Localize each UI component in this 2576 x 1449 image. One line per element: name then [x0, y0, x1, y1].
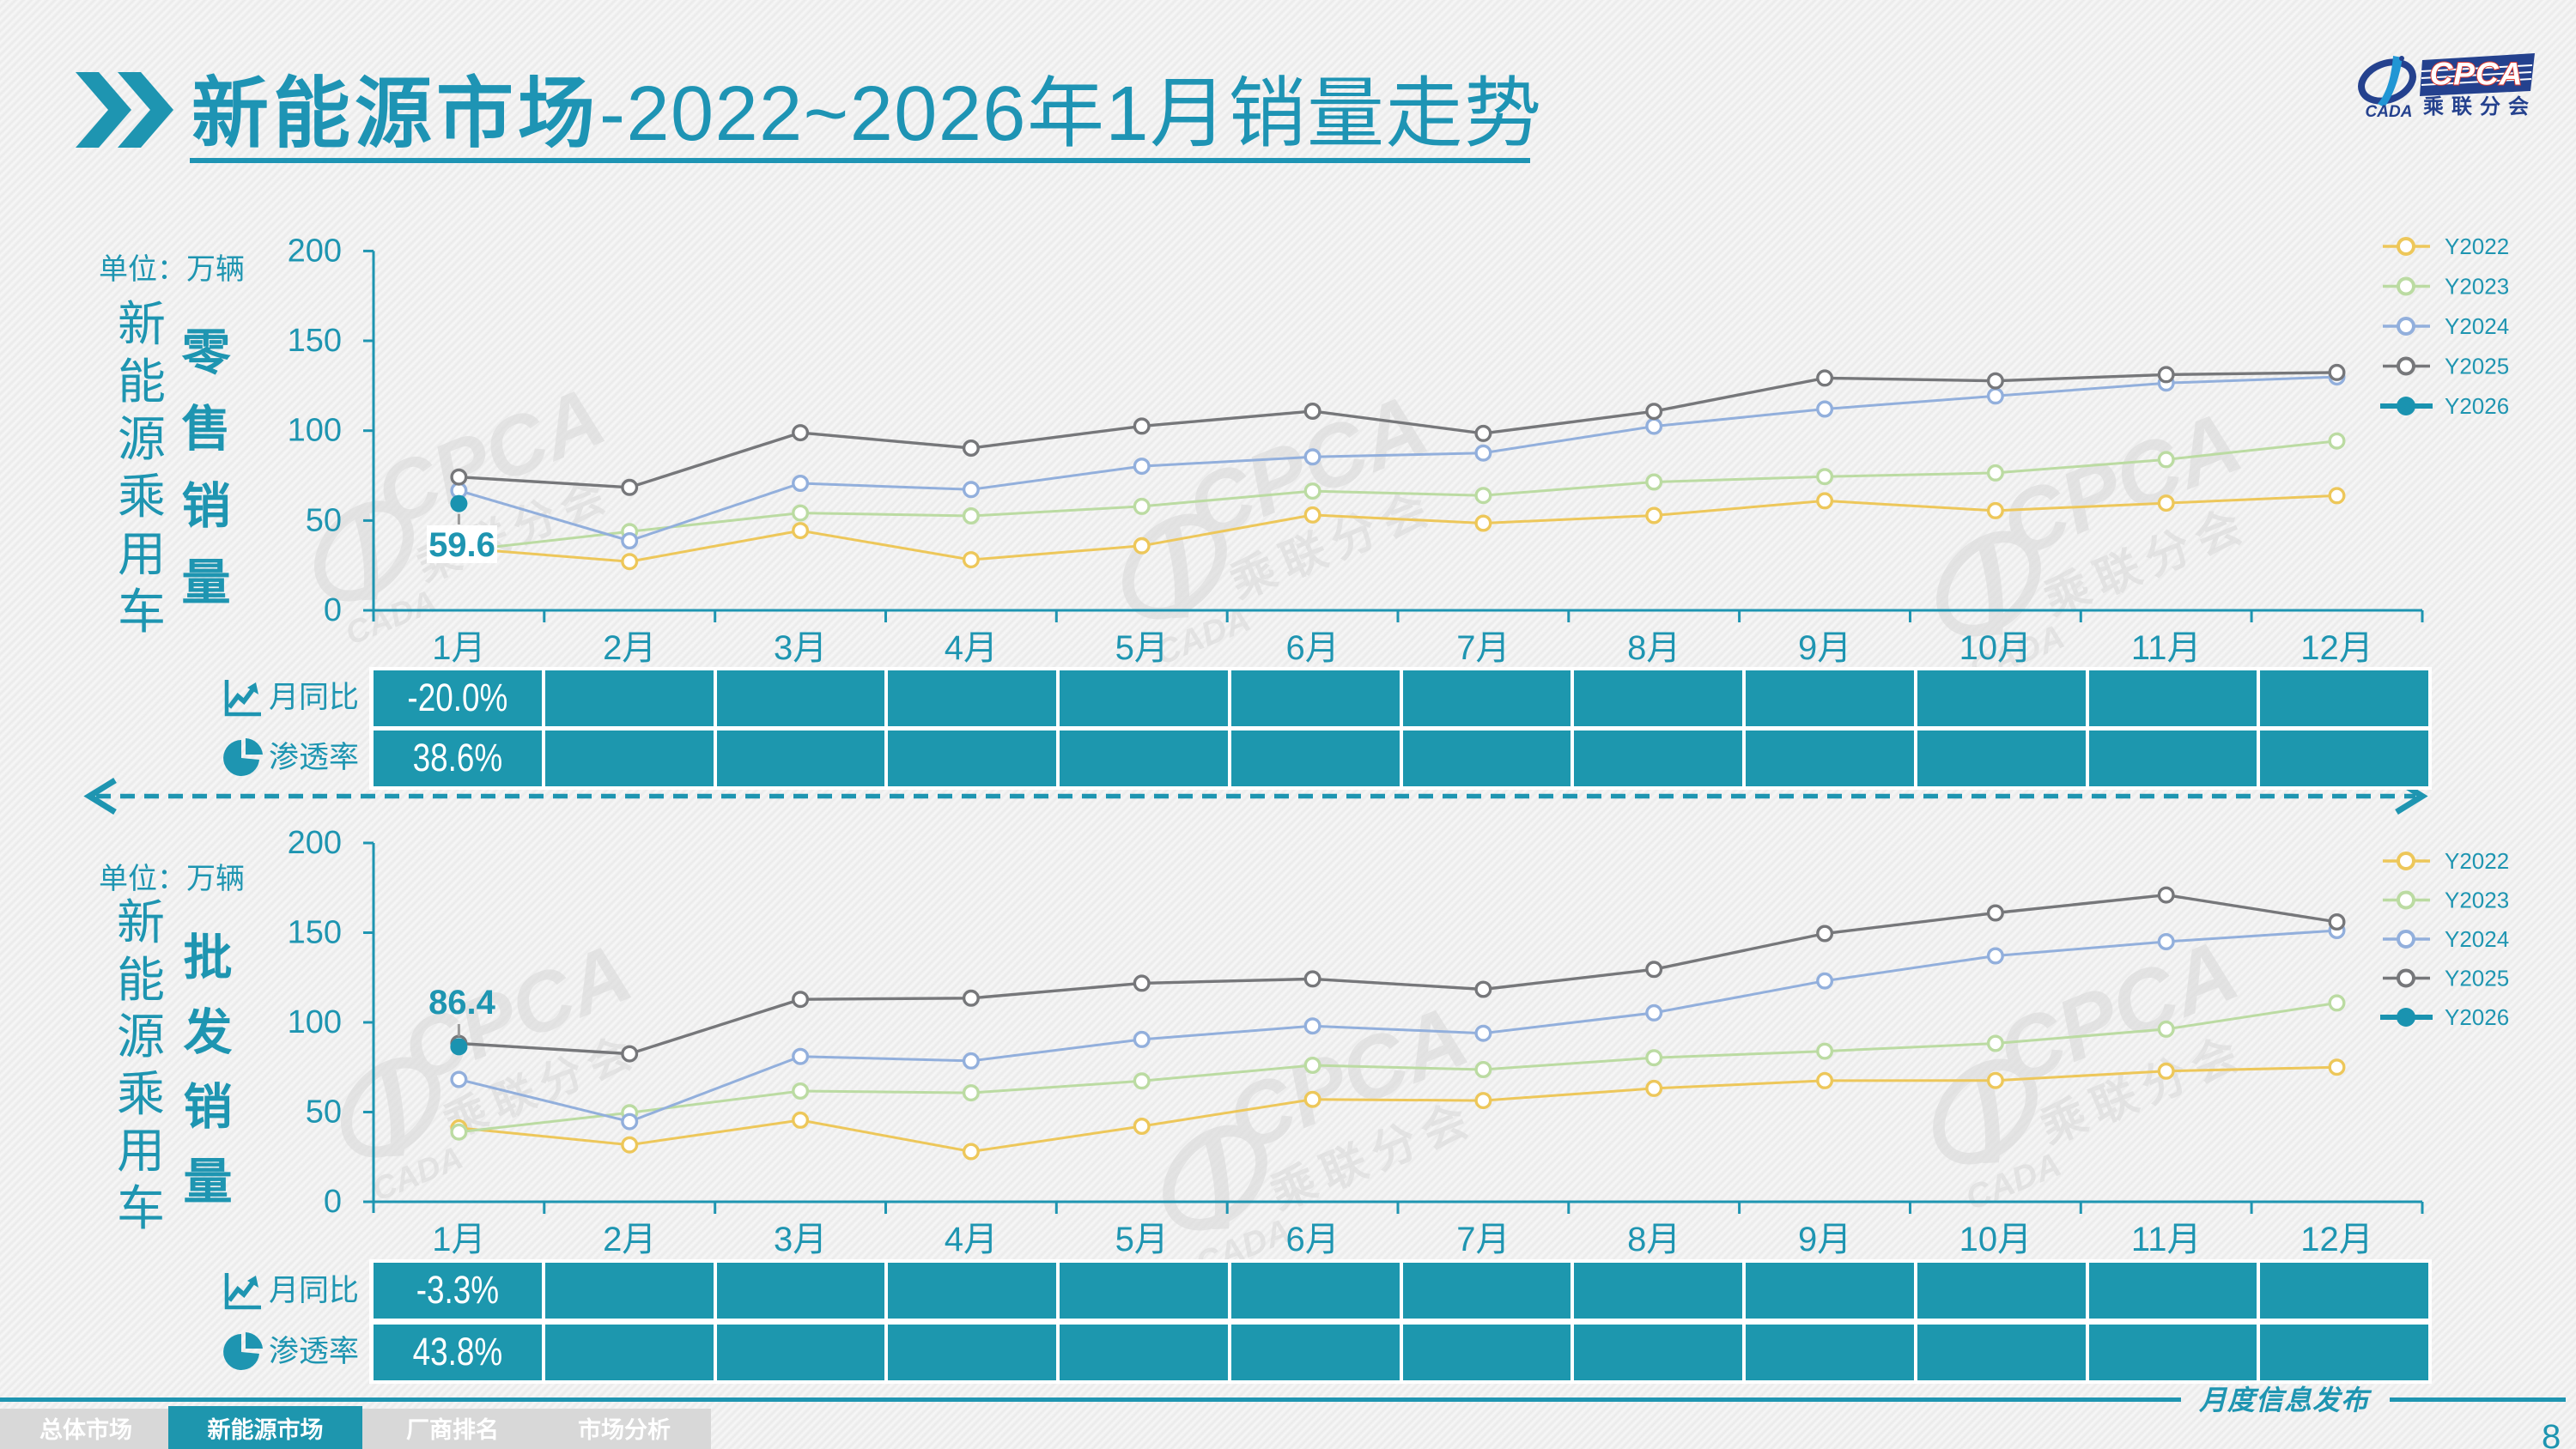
- svg-text:Y2023: Y2023: [2445, 274, 2509, 300]
- svg-text:CADA: CADA: [2366, 103, 2413, 121]
- svg-text:6月: 6月: [1285, 629, 1339, 667]
- svg-text:1月: 1月: [432, 1221, 485, 1258]
- svg-text:8月: 8月: [1627, 1221, 1680, 1258]
- svg-text:200: 200: [288, 233, 342, 269]
- svg-text:Y2023: Y2023: [2445, 888, 2509, 913]
- svg-text:10月: 10月: [1959, 629, 2032, 667]
- svg-text:50: 50: [306, 502, 342, 538]
- svg-text:4月: 4月: [945, 629, 998, 667]
- svg-text:Y2026: Y2026: [2445, 393, 2509, 419]
- svg-text:200: 200: [288, 825, 342, 861]
- svg-text:7月: 7月: [1456, 629, 1510, 667]
- svg-text:7月: 7月: [1456, 1221, 1510, 1258]
- svg-text:9月: 9月: [1798, 629, 1851, 667]
- svg-text:CPCA: CPCA: [2430, 57, 2524, 92]
- svg-text:0: 0: [324, 592, 342, 628]
- svg-text:150: 150: [288, 915, 342, 951]
- svg-text:100: 100: [288, 1004, 342, 1040]
- svg-text:59.6: 59.6: [428, 526, 495, 564]
- svg-text:2月: 2月: [603, 629, 656, 667]
- svg-text:150: 150: [288, 323, 342, 359]
- svg-text:2月: 2月: [603, 1221, 656, 1258]
- svg-text:3月: 3月: [774, 1221, 827, 1258]
- svg-text:86.4: 86.4: [428, 984, 496, 1022]
- svg-text:3月: 3月: [774, 629, 827, 667]
- svg-text:4月: 4月: [945, 1221, 998, 1258]
- svg-text:5月: 5月: [1115, 1221, 1169, 1258]
- svg-text:100: 100: [288, 413, 342, 449]
- svg-text:5月: 5月: [1115, 629, 1169, 667]
- svg-text:6月: 6月: [1285, 1221, 1339, 1258]
- svg-text:12月: 12月: [2300, 629, 2373, 667]
- svg-text:Y2022: Y2022: [2445, 233, 2509, 259]
- svg-text:50: 50: [306, 1094, 342, 1131]
- svg-text:11月: 11月: [2131, 629, 2202, 667]
- svg-text:12月: 12月: [2300, 1221, 2373, 1258]
- svg-text:10月: 10月: [1959, 1221, 2032, 1258]
- svg-text:Y2025: Y2025: [2445, 966, 2509, 991]
- svg-text:0: 0: [324, 1184, 342, 1220]
- svg-text:1月: 1月: [432, 629, 485, 667]
- svg-text:9月: 9月: [1798, 1221, 1851, 1258]
- svg-text:Y2026: Y2026: [2445, 1004, 2509, 1030]
- svg-text:Y2024: Y2024: [2445, 926, 2509, 952]
- svg-text:Y2024: Y2024: [2445, 313, 2509, 339]
- svg-text:11月: 11月: [2131, 1221, 2202, 1258]
- svg-text:Y2022: Y2022: [2445, 848, 2509, 874]
- svg-text:8月: 8月: [1627, 629, 1680, 667]
- svg-text:乘联分会: 乘联分会: [2422, 94, 2537, 118]
- svg-text:Y2025: Y2025: [2445, 354, 2509, 379]
